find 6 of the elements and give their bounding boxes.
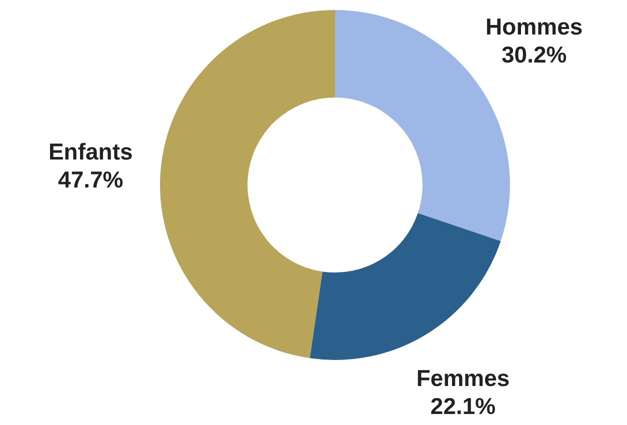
slice-label: Femmes: [416, 365, 510, 392]
data-label: 30.2%: [502, 42, 567, 68]
slice-label: Enfants: [48, 138, 133, 165]
data-label: 47.7%: [58, 166, 124, 193]
data-label: 22.1%: [430, 393, 496, 420]
slice-label: Hommes: [486, 14, 583, 40]
